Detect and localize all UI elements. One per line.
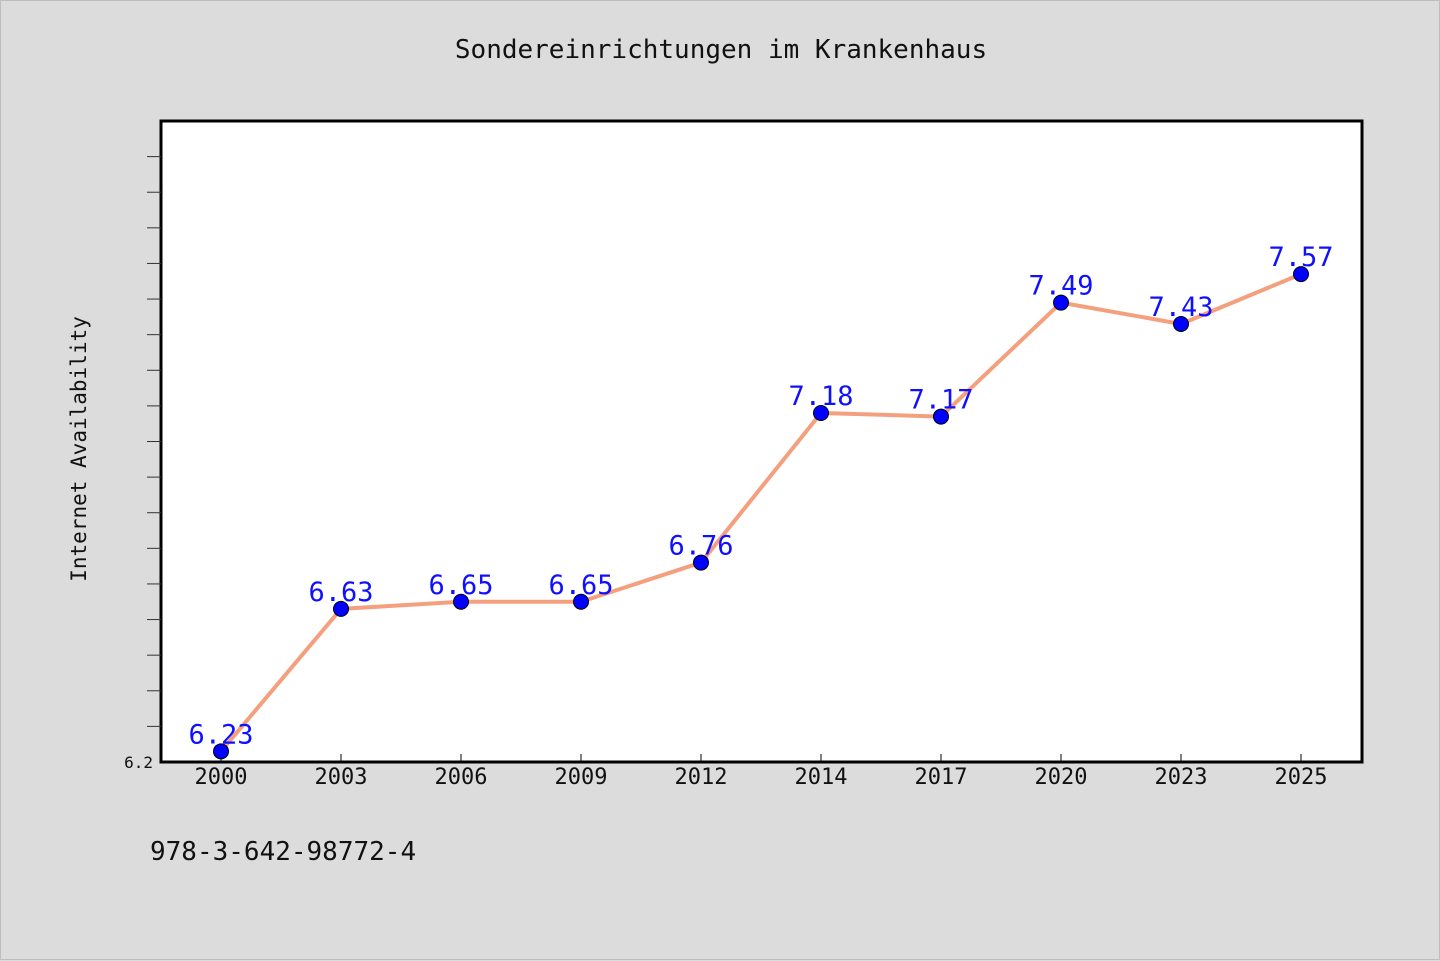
data-label: 6.63 — [308, 577, 373, 608]
data-point — [1053, 294, 1069, 311]
isbn-annotation: 978-3-642-98772-4 — [150, 837, 417, 867]
data-label: 7.18 — [788, 381, 853, 412]
data-point — [1293, 266, 1309, 283]
plot-area — [159, 119, 1364, 764]
data-label: 7.57 — [1268, 242, 1333, 273]
x-tick-label: 2020 — [1035, 765, 1088, 790]
data-label: 6.65 — [428, 570, 493, 601]
x-tick-label: 2025 — [1275, 765, 1328, 790]
data-point — [453, 593, 469, 610]
data-point — [693, 554, 709, 571]
x-tick-label: 2006 — [435, 765, 488, 790]
x-tick-label: 2014 — [795, 765, 848, 790]
x-tick-label: 2000 — [195, 765, 248, 790]
data-point — [933, 408, 949, 425]
data-point — [813, 405, 829, 422]
x-tick-label: 2023 — [1155, 765, 1208, 790]
y-tick-label: 6.2 — [124, 753, 153, 772]
data-point — [1173, 315, 1189, 332]
data-label: 7.49 — [1028, 271, 1093, 302]
series-line — [219, 272, 1302, 753]
data-label: 6.65 — [548, 570, 613, 601]
data-point — [213, 743, 229, 760]
data-label: 6.76 — [668, 531, 733, 562]
x-tick-label: 2003 — [315, 765, 368, 790]
data-label: 6.23 — [188, 719, 253, 750]
data-label: 7.43 — [1148, 292, 1213, 323]
x-tick-label: 2017 — [915, 765, 968, 790]
chart-title: Sondereinrichtungen im Krankenhaus — [454, 35, 988, 65]
x-tick-label: 2012 — [675, 765, 728, 790]
x-tick-label: 2009 — [555, 765, 608, 790]
data-point — [573, 593, 589, 610]
data-label: 7.17 — [908, 385, 973, 416]
data-point — [333, 600, 349, 617]
